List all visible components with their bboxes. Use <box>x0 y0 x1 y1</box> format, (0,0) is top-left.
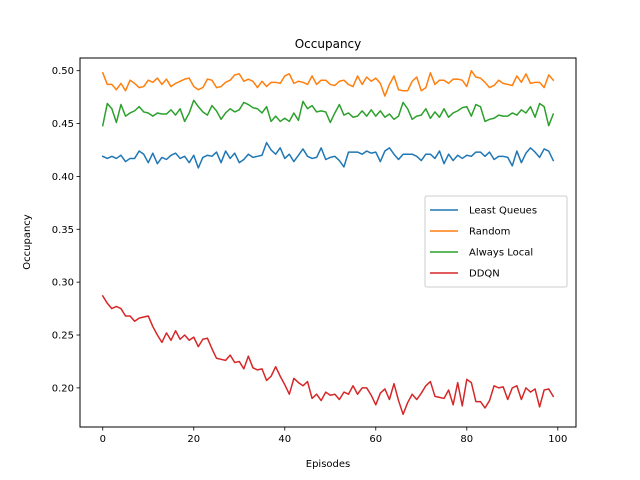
x-axis: 0 20 40 60 80 100 <box>100 427 567 445</box>
legend: Least Queues Random Always Local DDQN <box>424 195 568 288</box>
series-line-3 <box>101 294 555 416</box>
x-tick-label: 0 <box>100 434 106 445</box>
x-tick-label: 40 <box>278 434 291 445</box>
series-line-2 <box>101 99 555 127</box>
x-tick-label: 60 <box>369 434 382 445</box>
plot-frame <box>79 57 577 428</box>
legend-label-0: Least Queues <box>469 206 537 217</box>
y-tick-label: 0.50 <box>52 66 74 77</box>
legend-label-2: Always Local <box>469 248 533 259</box>
chart-title: Occupancy <box>295 37 362 51</box>
plot-series-group <box>101 69 555 416</box>
y-tick-label: 0.25 <box>52 331 74 342</box>
y-axis: 0.20 0.25 0.30 0.35 0.40 0.45 0.50 <box>52 66 80 394</box>
x-tick-label: 20 <box>187 434 200 445</box>
y-tick-label: 0.30 <box>52 278 74 289</box>
y-tick-label: 0.45 <box>52 119 74 130</box>
y-tick-label: 0.20 <box>52 383 74 394</box>
legend-label-3: DDQN <box>469 269 500 280</box>
legend-label-1: Random <box>469 227 510 238</box>
y-axis-label: Occupancy <box>22 214 33 270</box>
x-tick-label: 100 <box>548 434 567 445</box>
x-tick-label: 80 <box>460 434 473 445</box>
x-axis-label: Episodes <box>306 459 350 470</box>
series-line-1 <box>101 69 555 97</box>
y-tick-label: 0.35 <box>52 225 74 236</box>
y-tick-label: 0.40 <box>52 172 74 183</box>
series-line-0 <box>101 141 555 169</box>
legend-box <box>424 195 568 288</box>
